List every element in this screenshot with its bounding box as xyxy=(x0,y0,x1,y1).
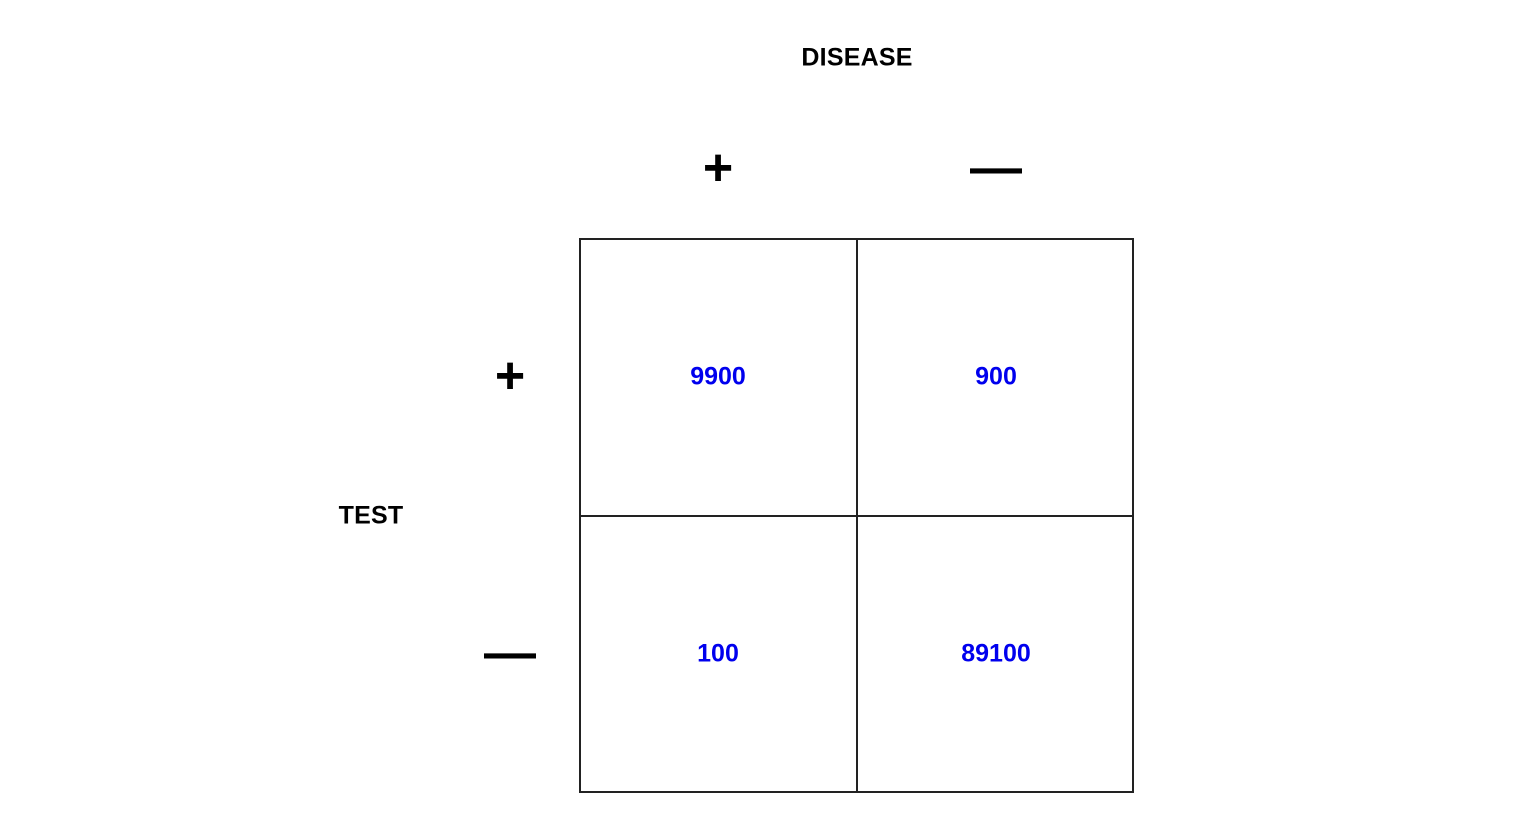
false-positive-cell: 900 xyxy=(975,362,1017,391)
disease-positive-sign: + xyxy=(702,139,734,197)
test-negative-sign: — xyxy=(484,624,536,682)
test-header: TEST xyxy=(338,501,404,530)
true-positive-cell: 9900 xyxy=(690,362,746,391)
test-positive-sign: + xyxy=(494,347,526,405)
true-negative-cell: 89100 xyxy=(961,639,1031,668)
disease-negative-sign: — xyxy=(970,139,1022,197)
table-horizontal-divider xyxy=(579,515,1134,517)
false-negative-cell: 100 xyxy=(697,639,739,668)
disease-header: DISEASE xyxy=(801,43,913,72)
